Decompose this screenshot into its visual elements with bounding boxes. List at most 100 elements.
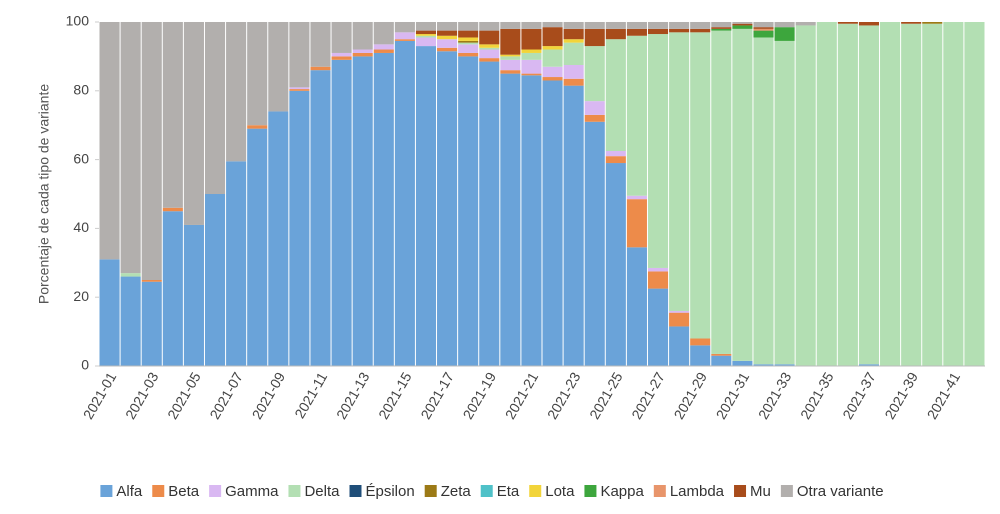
- bar-segment: [289, 87, 310, 90]
- bar-segment: [542, 22, 563, 28]
- bar-segment: [331, 59, 352, 367]
- bar-segment: [310, 70, 331, 366]
- bar-segment: [458, 42, 479, 45]
- y-tick-label: 0: [81, 357, 89, 373]
- bar-segment: [415, 37, 437, 47]
- bar-segment: [753, 30, 774, 38]
- bar-segment: [964, 22, 985, 366]
- legend-swatch: [480, 485, 493, 497]
- bar-segment: [458, 40, 479, 43]
- bar-segment: [120, 22, 141, 274]
- bar-segment: [331, 22, 352, 53]
- x-tick-label: 2021-19: [460, 369, 500, 422]
- bar-segment: [732, 25, 753, 29]
- bar-segment: [162, 211, 183, 366]
- legend-label: Mu: [750, 483, 771, 500]
- bar-segment: [458, 44, 479, 53]
- legend-swatch: [424, 485, 437, 497]
- bar-segment: [500, 56, 521, 60]
- x-tick-label: 2021-33: [755, 369, 795, 422]
- bar-segment: [626, 199, 647, 248]
- bar-segment: [521, 59, 542, 74]
- bar-segment: [500, 59, 521, 71]
- bar-segment: [521, 28, 542, 50]
- bar-segment: [837, 22, 858, 24]
- bar-segment: [120, 276, 141, 366]
- bar-segment: [268, 22, 289, 112]
- bar-segment: [542, 66, 563, 78]
- bar-segment: [331, 52, 352, 57]
- bar-segment: [626, 247, 647, 366]
- bar-segment: [647, 271, 669, 289]
- x-tick-label: 2021-09: [249, 369, 289, 422]
- bar-segment: [437, 30, 458, 36]
- bar-segment: [479, 30, 500, 45]
- bar-segment: [732, 23, 753, 26]
- legend-label: Delta: [304, 483, 340, 500]
- bar-segment: [289, 90, 310, 367]
- bar-segment: [690, 28, 711, 33]
- bar-segment: [605, 28, 626, 40]
- legend-label: Épsilon: [366, 483, 415, 500]
- x-tick-label: 2021-13: [333, 369, 373, 422]
- bar-segment: [162, 22, 183, 208]
- bar-segment: [711, 22, 732, 28]
- bar-segment: [437, 35, 458, 40]
- bar-segment: [268, 111, 289, 366]
- x-tick-label: 2021-25: [586, 369, 626, 422]
- bar-segment: [204, 22, 226, 194]
- bar-segment: [626, 195, 647, 200]
- bar-segment: [774, 22, 795, 28]
- bar-segment: [690, 345, 711, 366]
- x-tick-label: 2021-41: [924, 369, 964, 422]
- bar-segment: [711, 27, 732, 29]
- bar-segment: [352, 22, 373, 50]
- bar-segment: [521, 73, 542, 76]
- bar-segment: [458, 52, 479, 57]
- bar-segment: [647, 267, 669, 272]
- bar-segment: [394, 22, 415, 33]
- legend-swatch: [653, 485, 666, 497]
- bar-segment: [922, 22, 943, 24]
- bar-segment: [669, 28, 690, 33]
- x-tick-label: 2021-17: [417, 369, 457, 422]
- bar-segment: [479, 61, 500, 367]
- bar-segment: [584, 46, 605, 102]
- bar-segment: [563, 65, 584, 79]
- bar-segment: [415, 22, 437, 31]
- bar-segment: [247, 125, 268, 129]
- bar-segment: [753, 28, 774, 31]
- legend-swatch: [734, 485, 747, 497]
- y-tick-label: 40: [73, 219, 89, 235]
- legend-swatch: [349, 485, 362, 497]
- legend-swatch: [100, 485, 113, 497]
- x-tick-label: 2021-35: [797, 369, 837, 422]
- legend-label: Lambda: [670, 483, 725, 500]
- x-tick-label: 2021-05: [164, 369, 204, 422]
- bar-segment: [458, 22, 479, 31]
- bar-segment: [394, 40, 415, 367]
- bar-segment: [352, 49, 373, 53]
- bar-segment: [626, 35, 647, 196]
- bar-segment: [415, 46, 437, 367]
- bar-segment: [669, 32, 690, 311]
- bar-segment: [584, 121, 605, 366]
- bar-segment: [500, 22, 521, 29]
- bar-segment: [605, 39, 626, 152]
- bar-segment: [247, 128, 268, 366]
- bar-segment: [943, 22, 964, 366]
- bar-segment: [690, 22, 711, 29]
- bar-segment: [542, 80, 563, 366]
- bar-segment: [753, 22, 774, 28]
- bar-segment: [901, 22, 922, 24]
- bar-segment: [373, 22, 394, 45]
- legend-swatch: [780, 485, 793, 497]
- bar-segment: [500, 54, 521, 57]
- bar-segment: [394, 32, 415, 40]
- x-tick-label: 2021-23: [544, 369, 584, 422]
- bar-segment: [226, 22, 247, 162]
- bar-segment: [479, 22, 500, 31]
- bar-segment: [669, 310, 690, 313]
- y-tick-label: 80: [73, 82, 89, 98]
